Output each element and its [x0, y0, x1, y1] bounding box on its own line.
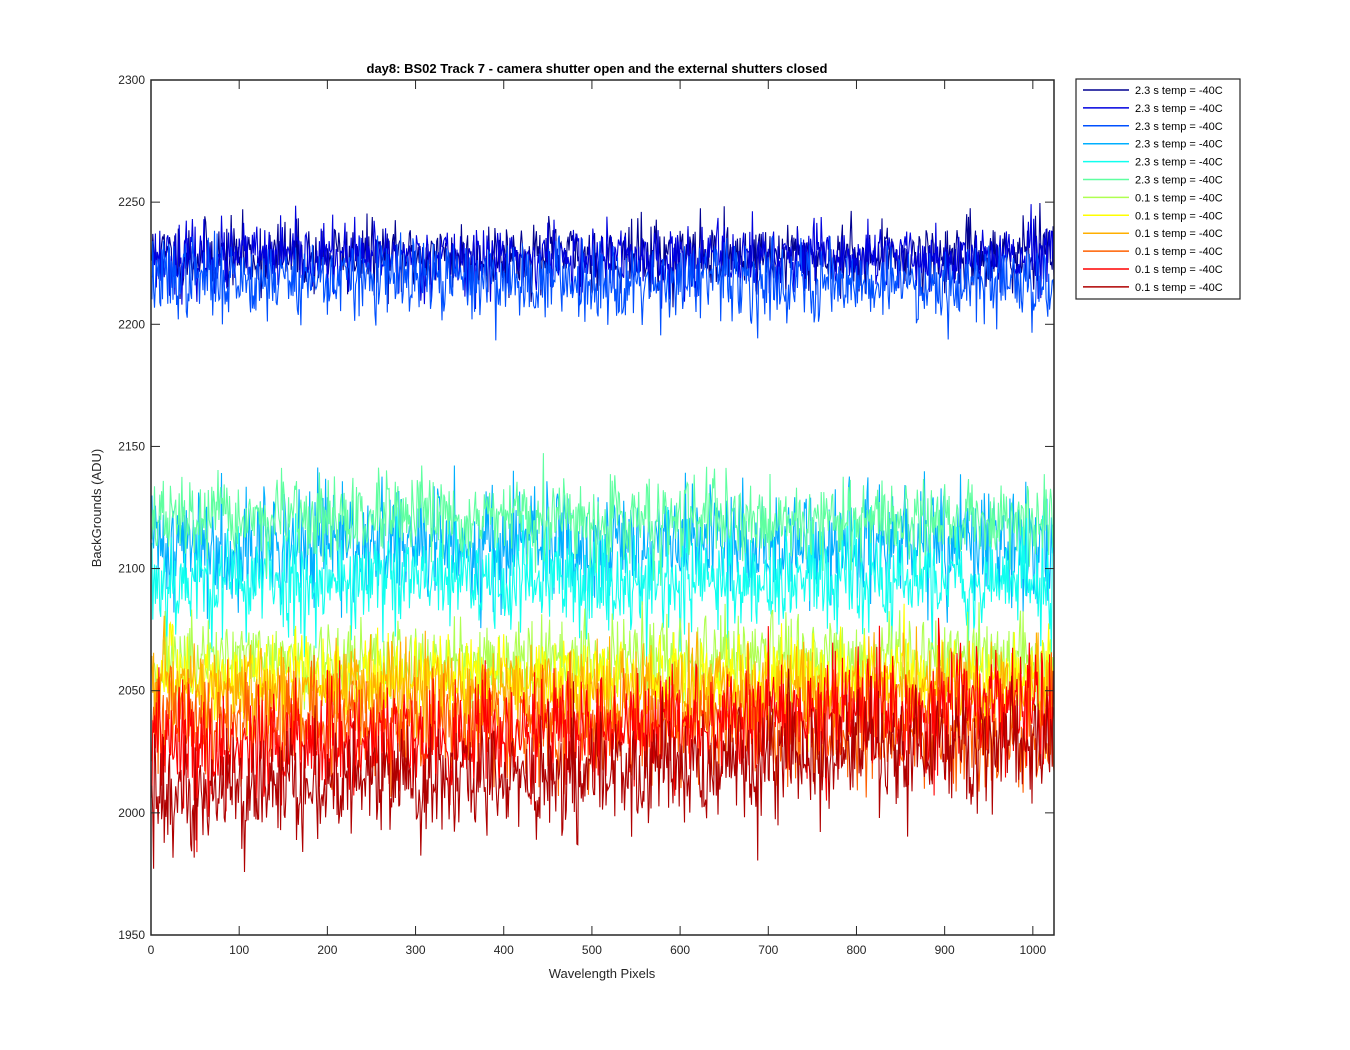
- x-tick-label: 700: [758, 943, 778, 957]
- x-tick-label: 300: [406, 943, 426, 957]
- y-tick-label: 2200: [118, 317, 145, 331]
- legend-entry-label: 0.1 s temp = -40C: [1135, 264, 1223, 276]
- series-line-6: [151, 453, 1055, 586]
- y-tick-label: 2250: [118, 195, 145, 209]
- legend-entry-label: 2.3 s temp = -40C: [1135, 175, 1223, 187]
- legend-box: [1075, 78, 1241, 300]
- y-tick-label: 2100: [118, 562, 145, 576]
- x-axis-label: Wavelength Pixels: [549, 966, 656, 981]
- series-line-9: [151, 615, 1055, 763]
- legend-entry-label: 2.3 s temp = -40C: [1135, 157, 1223, 169]
- x-axis: 0 100 200 300 400 500 600 700 800 900 1000: [148, 80, 1047, 957]
- series-layer: [151, 202, 1055, 873]
- legend-entry-label: 0.1 s temp = -40C: [1135, 282, 1223, 294]
- y-axis-label: BackGrounds (ADU): [89, 449, 104, 567]
- legend-entry-label: 2.3 s temp = -40C: [1135, 85, 1223, 97]
- legend-entry-label: 0.1 s temp = -40C: [1135, 192, 1223, 204]
- y-axis: 1950 2000 2050 2100 2150 2200 2250 2300: [118, 73, 1054, 942]
- series-line-11: [151, 617, 1055, 853]
- legend-entry-label: 2.3 s temp = -40C: [1135, 139, 1223, 151]
- y-tick-label: 1950: [118, 928, 145, 942]
- x-tick-label: 100: [229, 943, 249, 957]
- x-tick-label: 500: [582, 943, 602, 957]
- x-tick-label: 800: [846, 943, 866, 957]
- x-tick-label: 1000: [1019, 943, 1046, 957]
- x-tick-label: 400: [494, 943, 514, 957]
- series-line-2: [151, 204, 1055, 310]
- x-tick-label: 0: [148, 943, 155, 957]
- legend-entry-label: 0.1 s temp = -40C: [1135, 228, 1223, 240]
- y-tick-label: 2050: [118, 684, 145, 698]
- chart-title: day8: BS02 Track 7 - camera shutter open…: [367, 61, 828, 76]
- x-tick-label: 600: [670, 943, 690, 957]
- y-tick-label: 2000: [118, 806, 145, 820]
- series-line-5: [151, 505, 1055, 662]
- legend-entry-label: 2.3 s temp = -40C: [1135, 103, 1223, 115]
- y-tick-label: 2300: [118, 73, 145, 87]
- series-line-8: [151, 603, 1055, 753]
- x-tick-label: 200: [317, 943, 337, 957]
- legend-entry-label: 0.1 s temp = -40C: [1135, 210, 1223, 222]
- legend-entry-label: 2.3 s temp = -40C: [1135, 121, 1223, 133]
- series-line-12: [151, 668, 1055, 873]
- y-tick-label: 2150: [118, 439, 145, 453]
- legend: 2.3 s temp = -40C 2.3 s temp = -40C 2.3 s …: [1075, 78, 1241, 300]
- plot-frame: [150, 79, 1055, 936]
- x-tick-label: 900: [935, 943, 955, 957]
- series-line-3: [151, 230, 1055, 341]
- legend-entry-label: 0.1 s temp = -40C: [1135, 246, 1223, 258]
